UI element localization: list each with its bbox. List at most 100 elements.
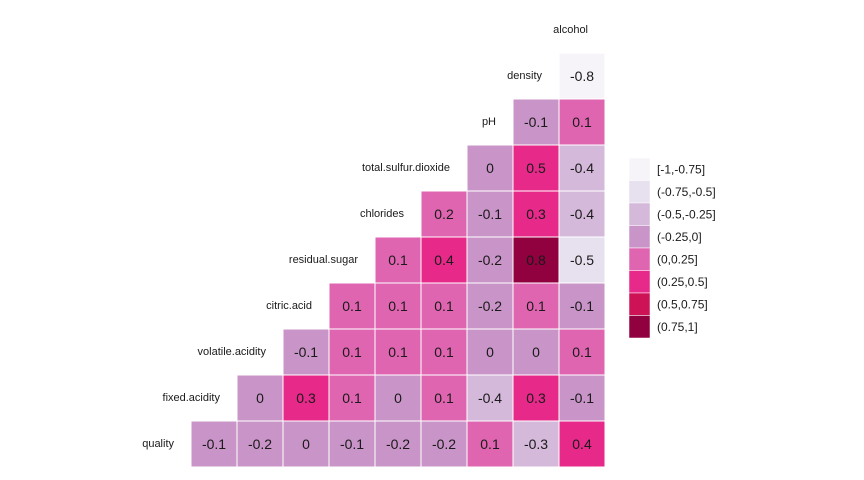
row-label-fixed-acidity: fixed.acidity	[163, 392, 221, 404]
cell-quality-ph: 0.1	[466, 420, 514, 468]
cell-volatile-acidity-total-sulfur-dioxide: 0.1	[420, 328, 468, 376]
cell-value-label: 0.1	[572, 344, 592, 360]
cell-value-label: 0.3	[526, 390, 546, 406]
cell-value-label: 0.1	[434, 390, 454, 406]
cell-volatile-acidity-alcohol: 0.1	[558, 328, 606, 376]
cell-volatile-acidity-citric-acid: -0.1	[282, 328, 330, 376]
cell-rect	[374, 420, 422, 468]
cell-density-alcohol: -0.8	[558, 52, 606, 100]
cell-rect	[512, 98, 560, 146]
cell-residual-sugar-ph: -0.2	[466, 236, 514, 284]
row-label-chlorides: chlorides	[360, 208, 405, 220]
cell-rect	[420, 420, 468, 468]
legend-item-6: (0.5,0.75]	[628, 292, 708, 316]
cell-citric-acid-density: 0.1	[512, 282, 560, 330]
cell-fixed-acidity-density: 0.3	[512, 374, 560, 422]
cell-rect	[236, 374, 284, 422]
cell-chlorides-alcohol: -0.4	[558, 190, 606, 238]
cell-ph-alcohol: 0.1	[558, 98, 606, 146]
legend-label: (0.75,1]	[657, 320, 698, 334]
legend-item-1: (-0.75,-0.5]	[628, 180, 716, 204]
cell-value-label: 0.1	[388, 344, 408, 360]
cell-rect	[420, 282, 468, 330]
cell-value-label: -0.3	[524, 436, 548, 452]
row-label-volatile-acidity: volatile.acidity	[198, 346, 267, 358]
cell-rect	[512, 236, 560, 284]
legend-swatch	[628, 270, 651, 294]
cell-citric-acid-total-sulfur-dioxide: 0.1	[420, 282, 468, 330]
cell-fixed-acidity-total-sulfur-dioxide: 0.1	[420, 374, 468, 422]
cell-volatile-acidity-density: 0	[512, 328, 560, 376]
row-label-residual-sugar: residual.sugar	[289, 254, 358, 266]
cell-value-label: 0.1	[434, 298, 454, 314]
cell-residual-sugar-chlorides: 0.1	[374, 236, 422, 284]
cell-value-label: 0.3	[526, 206, 546, 222]
cell-rect	[374, 374, 422, 422]
cell-rect	[282, 328, 330, 376]
cell-citric-acid-ph: -0.2	[466, 282, 514, 330]
cell-value-label: 0.1	[434, 344, 454, 360]
cell-value-label: -0.1	[202, 436, 226, 452]
cell-rect	[512, 144, 560, 192]
cell-quality-chlorides: -0.2	[374, 420, 422, 468]
row-label-ph: pH	[482, 116, 496, 128]
legend-label: [-1,-0.75]	[657, 162, 705, 176]
cell-value-label: 0	[486, 160, 494, 176]
cell-value-label: 0	[302, 436, 310, 452]
legend-item-2: (-0.5,-0.25]	[628, 202, 716, 226]
cell-rect	[328, 328, 376, 376]
legend-item-5: (0.25,0.5]	[628, 270, 708, 294]
cell-value-label: -0.4	[570, 160, 594, 176]
cells-layer: -0.1 -0.2 0 -0.1 -0.2 -0.2 0.1 -0.3 0.4 0 0.3 0.1 0 0…	[190, 52, 606, 468]
cell-fixed-acidity-alcohol: -0.1	[558, 374, 606, 422]
cell-value-label: 0	[486, 344, 494, 360]
cell-value-label: 0.1	[526, 298, 546, 314]
cell-rect	[420, 190, 468, 238]
row-label-quality: quality	[142, 438, 174, 450]
cell-volatile-acidity-ph: 0	[466, 328, 514, 376]
cell-value-label: -0.2	[432, 436, 456, 452]
legend-swatch	[628, 202, 651, 226]
legend-item-0: [-1,-0.75]	[628, 157, 705, 181]
cell-rect	[328, 282, 376, 330]
legend-label: (0.5,0.75]	[657, 297, 708, 311]
row-labels-layer: quality fixed.acidity volatile.acidity citr…	[142, 24, 588, 450]
cell-rect	[558, 144, 606, 192]
cell-total-sulfur-dioxide-ph: 0	[466, 144, 514, 192]
legend-item-4: (0,0.25]	[628, 247, 698, 271]
cell-rect	[374, 328, 422, 376]
cell-value-label: 0.2	[434, 206, 454, 222]
cell-quality-density: -0.3	[512, 420, 560, 468]
cell-rect	[512, 190, 560, 238]
cell-rect	[558, 374, 606, 422]
cell-value-label: 0.4	[434, 252, 454, 268]
cell-quality-total-sulfur-dioxide: -0.2	[420, 420, 468, 468]
legend-swatch	[628, 247, 651, 271]
cell-quality-volatile-acidity: -0.2	[236, 420, 284, 468]
cell-value-label: -0.5	[570, 252, 594, 268]
legend: [-1,-0.75] (-0.75,-0.5] (-0.5,-0.25] (-0.25…	[628, 157, 716, 339]
cell-value-label: -0.1	[478, 206, 502, 222]
cell-fixed-acidity-chlorides: 0	[374, 374, 422, 422]
cell-value-label: -0.1	[340, 436, 364, 452]
cell-citric-acid-chlorides: 0.1	[374, 282, 422, 330]
cell-value-label: -0.4	[478, 390, 502, 406]
cell-residual-sugar-total-sulfur-dioxide: 0.4	[420, 236, 468, 284]
cell-rect	[512, 328, 560, 376]
legend-swatch	[628, 292, 651, 316]
cell-value-label: 0.8	[526, 252, 546, 268]
cell-rect	[190, 420, 238, 468]
cell-rect	[512, 282, 560, 330]
cell-value-label: -0.2	[478, 252, 502, 268]
cell-residual-sugar-density: 0.8	[512, 236, 560, 284]
cell-total-sulfur-dioxide-density: 0.5	[512, 144, 560, 192]
cell-chlorides-ph: -0.1	[466, 190, 514, 238]
row-label-alcohol: alcohol	[553, 24, 588, 36]
legend-swatch	[628, 180, 651, 204]
cell-quality-residual-sugar: -0.1	[328, 420, 376, 468]
cell-rect	[420, 328, 468, 376]
legend-swatch	[628, 157, 651, 181]
cell-citric-acid-alcohol: -0.1	[558, 282, 606, 330]
